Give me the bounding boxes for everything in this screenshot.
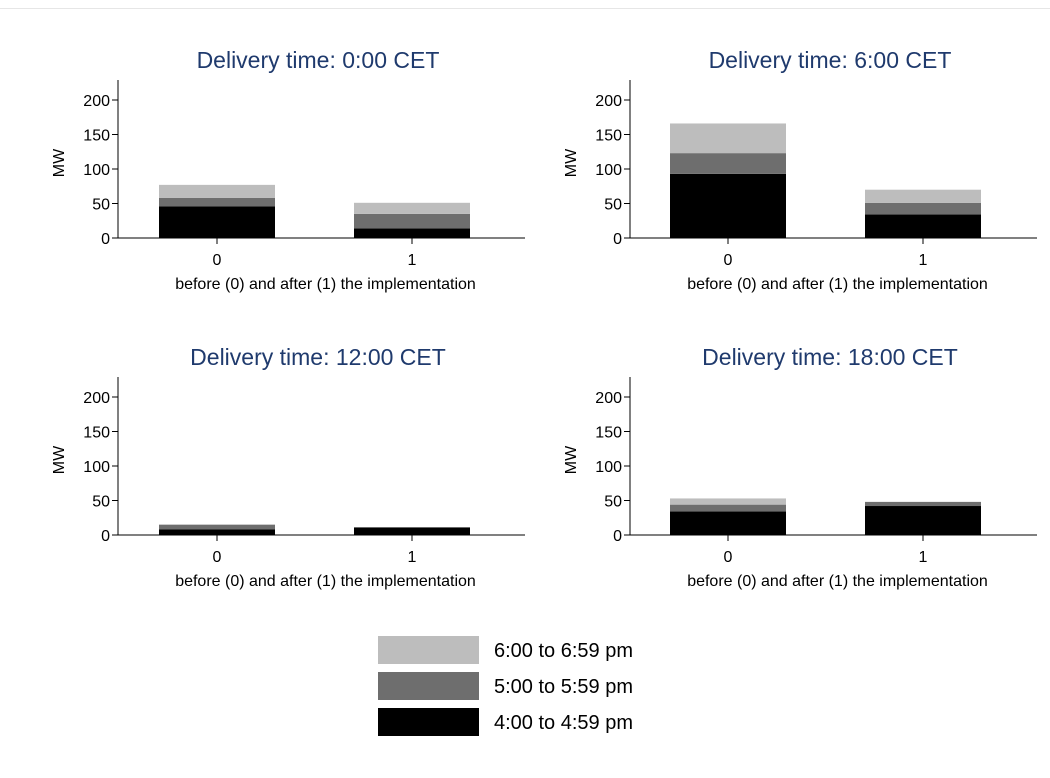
x-tick-label: 1 (919, 252, 928, 269)
bar-segment (670, 153, 786, 174)
x-tick-label: 0 (724, 549, 733, 566)
bar-segment (159, 529, 275, 535)
x-axis-title: before (0) and after (1) the implementat… (175, 276, 476, 293)
legend-label: 5:00 to 5:59 pm (494, 676, 633, 698)
x-axis-title: before (0) and after (1) the implementat… (175, 573, 476, 590)
legend-swatch (378, 708, 479, 736)
bar-segment (354, 202, 470, 214)
x-tick-label: 0 (213, 549, 222, 566)
bar-segment (354, 527, 470, 535)
y-tick-label: 0 (613, 528, 622, 545)
panel-3: Delivery time: 12:00 CET 0 50 100 150 200 MW 0 1… (51, 344, 525, 590)
y-tick-label: 150 (595, 128, 622, 145)
bar-segment (865, 214, 981, 238)
legend: 6:00 to 6:59 pm 5:00 to 5:59 pm 4:00 to 4:… (378, 636, 633, 736)
y-tick-label: 0 (101, 231, 110, 248)
panel-title: Delivery time: 6:00 CET (709, 47, 952, 73)
y-axis-title: MW (563, 445, 580, 474)
panel-2: Delivery time: 6:00 CET 0 50 100 150 200 MW 0 1 b… (563, 47, 1037, 293)
x-tick-label: 0 (724, 252, 733, 269)
legend-label: 4:00 to 4:59 pm (494, 712, 633, 734)
bar-segment (670, 173, 786, 238)
bar-segment (159, 184, 275, 198)
panel-4: Delivery time: 18:00 CET 0 50 100 150 200 MW 0 1… (563, 344, 1037, 590)
bar-segment (159, 197, 275, 207)
y-tick-label: 150 (595, 425, 622, 442)
x-tick-label: 1 (919, 549, 928, 566)
y-tick-label: 50 (604, 197, 622, 214)
bar-segment (865, 501, 981, 507)
bar-segment (159, 524, 275, 530)
legend-swatch (378, 636, 479, 664)
y-tick-label: 200 (83, 93, 110, 110)
panel-title: Delivery time: 0:00 CET (197, 47, 440, 73)
y-tick-label: 200 (595, 390, 622, 407)
legend-swatch (378, 672, 479, 700)
x-tick-label: 1 (408, 549, 417, 566)
legend-label: 6:00 to 6:59 pm (494, 640, 633, 662)
bar-segment (354, 228, 470, 238)
y-tick-label: 50 (92, 494, 110, 511)
y-axis-title: MW (563, 148, 580, 177)
bar-segment (670, 511, 786, 535)
y-tick-label: 100 (83, 162, 110, 179)
panel-1: Delivery time: 0:00 CET 0 50 100 150 200 MW 0 1 b… (51, 47, 525, 293)
y-tick-label: 100 (83, 459, 110, 476)
bar-segment (865, 506, 981, 535)
y-tick-label: 200 (83, 390, 110, 407)
y-tick-label: 100 (595, 459, 622, 476)
bar-segment (865, 189, 981, 203)
panel-title: Delivery time: 18:00 CET (702, 344, 958, 370)
y-tick-label: 150 (83, 425, 110, 442)
y-tick-label: 150 (83, 128, 110, 145)
bar-segment (865, 202, 981, 215)
y-axis-title: MW (51, 148, 68, 177)
x-tick-label: 1 (408, 252, 417, 269)
bar-segment (159, 206, 275, 238)
y-tick-label: 0 (101, 528, 110, 545)
top-divider (0, 8, 1050, 9)
bar-segment (670, 504, 786, 512)
bar-segment (670, 123, 786, 154)
x-axis-title: before (0) and after (1) the implementat… (687, 573, 988, 590)
x-tick-label: 0 (213, 252, 222, 269)
y-tick-label: 0 (613, 231, 622, 248)
y-tick-label: 50 (92, 197, 110, 214)
x-axis-title: before (0) and after (1) the implementat… (687, 276, 988, 293)
panel-title: Delivery time: 12:00 CET (190, 344, 446, 370)
y-axis-title: MW (51, 445, 68, 474)
bar-segment (354, 213, 470, 229)
y-tick-label: 50 (604, 494, 622, 511)
y-tick-label: 100 (595, 162, 622, 179)
y-tick-label: 200 (595, 93, 622, 110)
bar-segment (670, 498, 786, 505)
